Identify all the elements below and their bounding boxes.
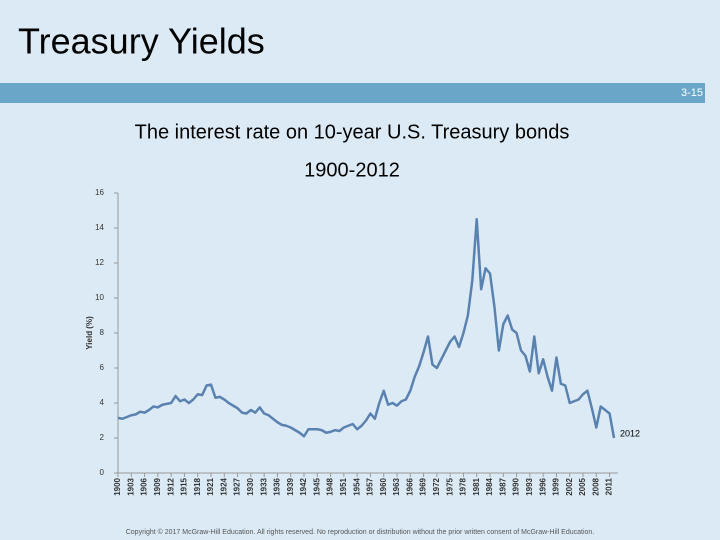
- x-tick-label: 1903: [126, 477, 135, 495]
- x-tick-label: 1975: [445, 477, 454, 495]
- chart-title: The interest rate on 10-year U.S. Treasu…: [135, 121, 570, 143]
- x-tick-label: 1915: [180, 477, 189, 495]
- x-tick-label: 1960: [379, 477, 388, 495]
- yield-line: [117, 218, 616, 439]
- x-tick-label: 2005: [578, 477, 587, 495]
- x-tick-label: 1930: [246, 477, 255, 495]
- x-tick-label: 1927: [233, 477, 242, 495]
- x-tick-label: 1957: [366, 477, 375, 495]
- y-tick-label: 16: [95, 188, 104, 197]
- x-tick-label: 1924: [219, 477, 228, 495]
- y-tick-label: 10: [95, 293, 104, 302]
- x-tick-label: 1948: [326, 477, 335, 495]
- x-tick-label: 1942: [299, 477, 308, 495]
- x-tick-label: 2008: [591, 477, 600, 495]
- x-tick-label: 1963: [392, 477, 401, 495]
- x-tick-label: 1933: [259, 477, 268, 495]
- y-tick-label: 4: [100, 398, 105, 407]
- x-tick-label: 1990: [512, 477, 521, 495]
- x-tick-label: 1966: [405, 477, 414, 495]
- slide-number: 3-15: [681, 87, 703, 99]
- x-tick-label: 1936: [273, 477, 282, 495]
- annotation: 2012: [620, 428, 640, 438]
- chart-subtitle: 1900-2012: [304, 159, 400, 181]
- y-tick-label: 6: [100, 363, 105, 372]
- y-tick-label: 12: [95, 258, 104, 267]
- x-tick-label: 1921: [206, 477, 215, 495]
- x-tick-label: 1900: [113, 477, 122, 495]
- x-tick-label: 2002: [565, 477, 574, 495]
- plot: 0 2 4 6 8 10 12 14 16 1900 1903 1906 1909 1912 1915 191…: [95, 188, 640, 496]
- x-tick-label: 2011: [605, 477, 614, 495]
- x-tick-label: 1969: [419, 477, 428, 495]
- x-tick-label: 1945: [312, 477, 321, 495]
- x-tick-label: 1951: [339, 477, 348, 495]
- y-tick-label: 0: [100, 468, 105, 477]
- y-axis-label: Yield (%): [85, 316, 94, 350]
- x-tick-label: 1972: [432, 477, 441, 495]
- x-tick-label: 1978: [459, 477, 468, 495]
- x-tick-label: 1954: [352, 477, 361, 495]
- slide-title: Treasury Yields: [18, 21, 265, 62]
- copyright: Copyright © 2017 McGraw-Hill Education. …: [126, 528, 595, 536]
- x-tick-label: 1984: [485, 477, 494, 495]
- x-tick-label: 1993: [525, 477, 534, 495]
- y-tick-label: 8: [100, 328, 105, 337]
- x-tick-label: 1987: [498, 477, 507, 495]
- y-tick-label: 14: [95, 223, 104, 232]
- x-tick-label: 1918: [193, 477, 202, 495]
- x-tick-label: 1996: [538, 477, 547, 495]
- header-band: [0, 83, 705, 103]
- x-tick-label: 1939: [286, 477, 295, 495]
- x-tick-label: 1999: [552, 477, 561, 495]
- x-tick-label: 1909: [153, 477, 162, 495]
- x-tick-label: 1912: [166, 477, 175, 495]
- x-tick-label: 1981: [472, 477, 481, 495]
- y-tick-label: 2: [100, 433, 105, 442]
- x-tick-label: 1906: [140, 477, 149, 495]
